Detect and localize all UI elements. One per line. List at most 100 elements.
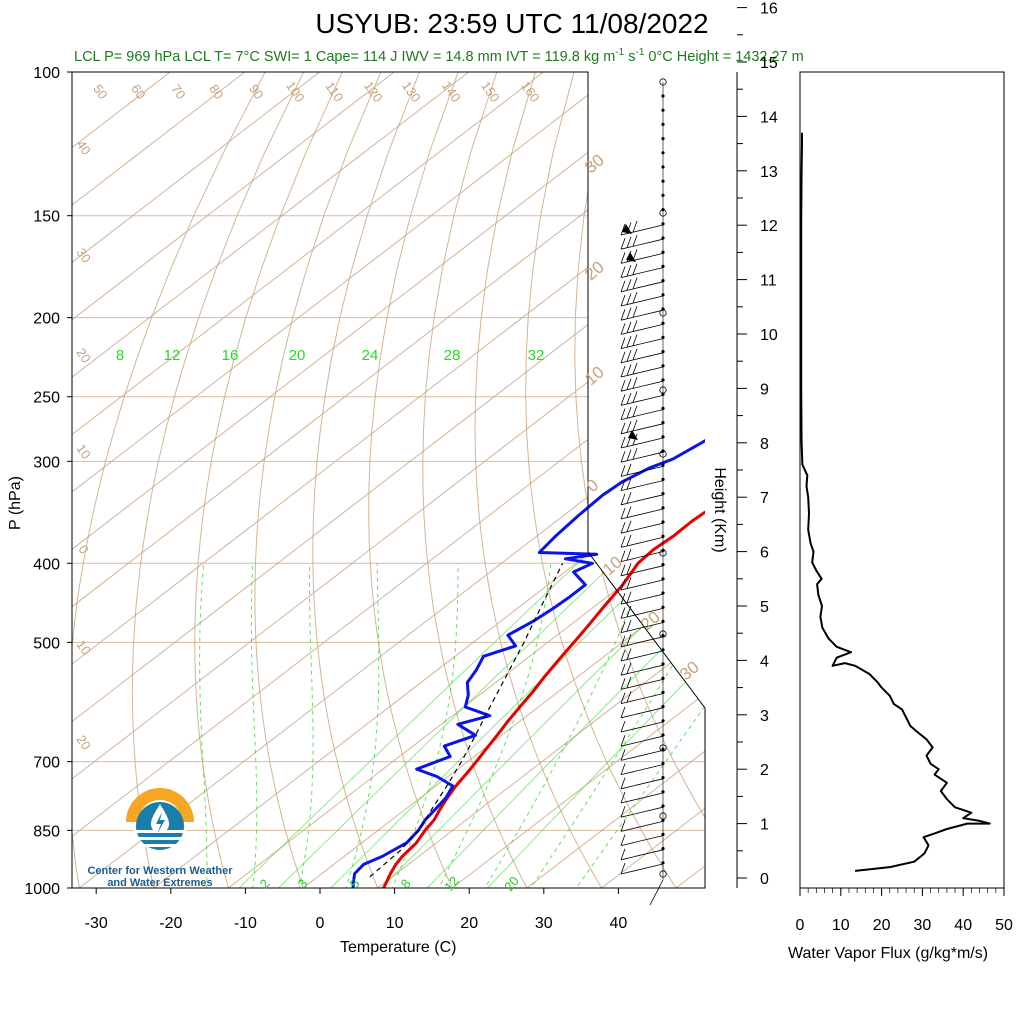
barb-shaft bbox=[620, 451, 664, 463]
barb-calm-circle bbox=[659, 870, 667, 878]
barb-shaft bbox=[620, 380, 664, 392]
mixing-ratio-line bbox=[486, 661, 705, 888]
barb-feather bbox=[620, 834, 626, 846]
barb-feather bbox=[626, 421, 632, 433]
dry-adiabat bbox=[668, 72, 705, 534]
y-tick-label: 300 bbox=[33, 454, 60, 471]
barb-shaft bbox=[620, 466, 664, 477]
barb-feather bbox=[620, 436, 626, 449]
isotherm-line bbox=[376, 635, 705, 888]
barb-shaft bbox=[620, 764, 664, 775]
barb-feather bbox=[620, 394, 626, 406]
barb-shaft bbox=[620, 295, 664, 307]
barb-shaft bbox=[620, 650, 664, 662]
x-tick-label: 0 bbox=[316, 915, 325, 932]
barb-shaft bbox=[620, 409, 664, 420]
barb-feather bbox=[626, 236, 632, 248]
barb-dot bbox=[661, 435, 665, 439]
barb-dot bbox=[661, 534, 665, 538]
barb-feather bbox=[620, 294, 626, 307]
barb-pennant bbox=[628, 430, 638, 440]
barb-feather bbox=[632, 405, 638, 417]
barb-dot bbox=[661, 335, 665, 339]
barb-feather bbox=[632, 277, 638, 289]
moist-adiabat bbox=[250, 563, 258, 888]
height-axis-label: Height (Km) bbox=[711, 467, 728, 552]
y-tick-label: 500 bbox=[33, 635, 60, 652]
isotherm-line bbox=[72, 72, 470, 378]
barb-shaft bbox=[620, 622, 664, 633]
left-edge-label: 40 bbox=[73, 137, 94, 157]
barb-tail bbox=[649, 879, 664, 906]
isotherm-label: 20 bbox=[289, 347, 306, 364]
dry-adiabat bbox=[800, 72, 1024, 905]
x-tick-label: 30 bbox=[535, 915, 553, 932]
barb-shaft bbox=[620, 281, 664, 293]
isotherm-line bbox=[675, 865, 705, 888]
y-axis-label: P (hPa) bbox=[7, 476, 24, 530]
dry-adiabat-label: 160 bbox=[518, 79, 543, 105]
barb-dot bbox=[661, 591, 665, 595]
barb-dot bbox=[661, 94, 665, 98]
barb-shaft bbox=[620, 395, 664, 406]
barb-feather bbox=[632, 348, 638, 360]
dry-adiabat-label: 140 bbox=[439, 79, 464, 105]
ivt-exponent-1: -1 bbox=[615, 47, 625, 58]
barb-feather bbox=[626, 307, 632, 319]
barb-dot bbox=[661, 662, 665, 666]
barb-shaft bbox=[620, 480, 664, 491]
height-tick-label: 2 bbox=[760, 762, 769, 779]
barb-feather bbox=[620, 309, 626, 321]
barb-shaft bbox=[620, 707, 664, 719]
barb-dot bbox=[661, 151, 665, 155]
barb-feather bbox=[632, 448, 638, 460]
barb-feather bbox=[626, 406, 632, 419]
barb-shaft bbox=[620, 593, 664, 605]
dry-adiabat bbox=[883, 72, 1024, 905]
barb-feather bbox=[626, 350, 632, 362]
dry-adiabat bbox=[254, 72, 382, 888]
barb-shaft bbox=[620, 721, 664, 733]
dry-adiabat bbox=[194, 72, 343, 888]
barb-feather bbox=[620, 593, 626, 605]
isotherm-label: 24 bbox=[362, 347, 379, 364]
barb-feather bbox=[620, 578, 626, 591]
height-tick-label: 14 bbox=[760, 109, 778, 126]
barb-dot bbox=[661, 236, 665, 240]
moist-adiabat bbox=[438, 563, 552, 888]
barb-shaft bbox=[620, 608, 664, 619]
dry-adiabat-label: 50 bbox=[90, 81, 111, 101]
y-tick-label: 200 bbox=[33, 311, 60, 328]
barb-feather bbox=[620, 507, 626, 520]
barb-dot bbox=[661, 108, 665, 112]
barb-feather bbox=[626, 463, 632, 476]
parcel-line bbox=[369, 563, 564, 878]
barb-dot bbox=[661, 563, 665, 567]
barb-shaft bbox=[620, 806, 664, 818]
barb-feather bbox=[632, 220, 638, 233]
sounding-stats: LCL P= 969 hPa LCL T= 7°C SWI= 1 Cape= 1… bbox=[74, 47, 804, 65]
barb-feather bbox=[620, 635, 626, 647]
barb-dot bbox=[661, 733, 665, 737]
barb-feather bbox=[620, 337, 626, 349]
barb-feather bbox=[626, 477, 632, 490]
dry-adiabat-label: 130 bbox=[399, 79, 424, 105]
barb-dot bbox=[661, 634, 665, 638]
barb-feather bbox=[632, 263, 638, 275]
barb-feather bbox=[626, 492, 632, 504]
isotherm-label: 32 bbox=[528, 347, 545, 364]
dewpoint-line bbox=[351, 439, 705, 888]
y-tick-label: 250 bbox=[33, 390, 60, 407]
plot-mask bbox=[588, 72, 705, 708]
barb-shaft bbox=[620, 309, 664, 321]
barb-dot bbox=[661, 222, 665, 226]
barb-feather bbox=[626, 648, 632, 660]
barb-dot bbox=[661, 264, 665, 268]
lcl-temperature: LCL T= 7°C bbox=[184, 48, 260, 65]
moist-adiabat bbox=[575, 704, 705, 888]
barb-feather bbox=[620, 607, 626, 619]
barb-feather bbox=[620, 763, 626, 775]
height-tick-label: 3 bbox=[760, 708, 769, 725]
barb-feather bbox=[620, 777, 626, 789]
